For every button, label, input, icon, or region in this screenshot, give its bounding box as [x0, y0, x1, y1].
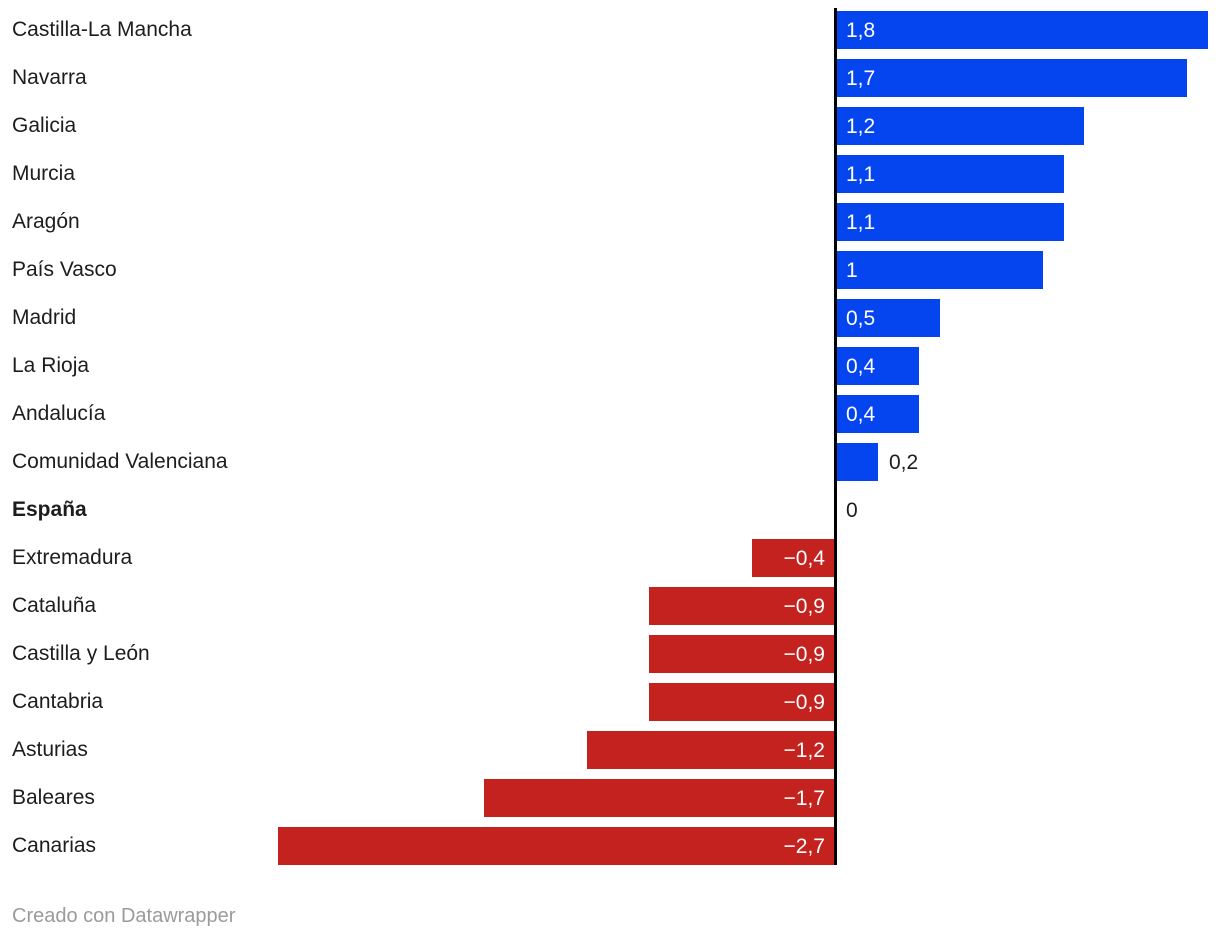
- bar-positive: [837, 251, 1043, 289]
- value-label: 1,8: [846, 19, 876, 42]
- value-label: 0,2: [889, 451, 919, 474]
- bar-negative: [649, 587, 834, 625]
- bar-positive: [837, 395, 919, 433]
- bar-negative: [649, 683, 834, 721]
- value-label: −0,9: [783, 691, 825, 714]
- category-label: Cantabria: [12, 690, 104, 713]
- category-label: Extremadura: [12, 546, 133, 569]
- category-label: España: [12, 498, 87, 521]
- category-label: Galicia: [12, 114, 77, 137]
- category-label: Asturias: [12, 738, 88, 761]
- bar-positive: [837, 107, 1084, 145]
- value-label: 0: [846, 499, 858, 522]
- value-label: 0,4: [846, 403, 876, 426]
- zero-axis-line: [834, 8, 837, 865]
- category-label: Baleares: [12, 786, 95, 809]
- bar-positive: [837, 203, 1064, 241]
- category-label: La Rioja: [12, 354, 90, 377]
- bar-positive: [837, 347, 919, 385]
- category-label: Aragón: [12, 210, 80, 233]
- value-label: 1: [846, 259, 858, 282]
- bar-positive: [837, 443, 878, 481]
- value-label: 0,4: [846, 355, 876, 378]
- category-label: Madrid: [12, 306, 77, 329]
- bar-positive: [837, 155, 1064, 193]
- value-label: −0,9: [783, 643, 825, 666]
- category-label: Comunidad Valenciana: [12, 450, 228, 473]
- datawrapper-attribution: Creado con Datawrapper: [12, 905, 236, 927]
- value-label: 1,7: [846, 67, 876, 90]
- category-label: Canarias: [12, 834, 97, 857]
- value-label: 1,1: [846, 211, 876, 234]
- bar-negative: [587, 731, 834, 769]
- bar-positive: [837, 59, 1187, 97]
- bar-negative: [649, 635, 834, 673]
- category-label: Castilla y León: [12, 642, 150, 665]
- value-label: −1,2: [783, 739, 825, 762]
- diverging-bar-chart: Castilla-La Mancha 1,8 Navarra 1,7 Galicia 1,…: [12, 8, 1208, 865]
- category-label: Cataluña: [12, 594, 97, 617]
- bar-negative: [484, 779, 834, 817]
- category-label: Navarra: [12, 66, 87, 89]
- category-label: Murcia: [12, 162, 76, 185]
- category-label: País Vasco: [12, 258, 117, 281]
- value-label: 0,5: [846, 307, 876, 330]
- value-label: 1,1: [846, 163, 876, 186]
- value-label: −0,4: [783, 547, 825, 570]
- value-label: −1,7: [783, 787, 825, 810]
- bar-negative: [278, 827, 834, 865]
- category-label: Castilla-La Mancha: [12, 18, 192, 41]
- bar-positive: [837, 11, 1208, 49]
- value-label: −0,9: [783, 595, 825, 618]
- value-label: 1,2: [846, 115, 876, 138]
- category-label: Andalucía: [12, 402, 106, 425]
- bar-positive: [837, 299, 940, 337]
- value-label: −2,7: [783, 835, 825, 858]
- bar-negative: [752, 539, 834, 577]
